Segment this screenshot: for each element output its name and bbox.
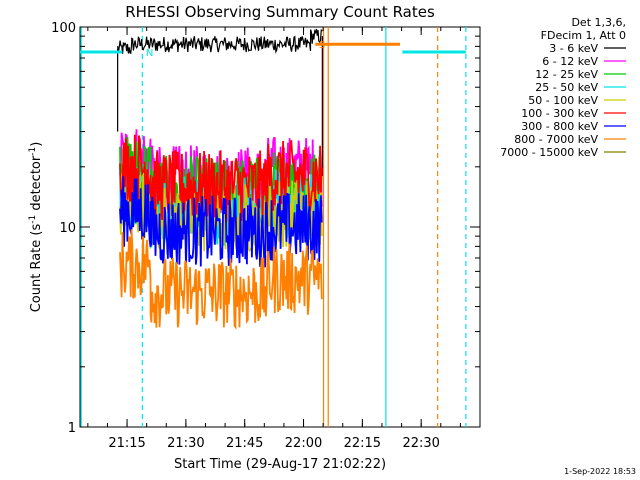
vertical-markers [80, 27, 467, 427]
y-axis-label-main: Count Rate (s [29, 224, 44, 313]
legend-entry-4: 25 - 50 keV [535, 81, 598, 94]
y-axis-label-sup2: -1 [28, 147, 38, 156]
chart-title: RHESSI Observing Summary Count Rates [125, 3, 435, 21]
legend-entry-6: 100 - 300 keV [521, 107, 598, 120]
y-tick-label-1: 100 [51, 21, 76, 36]
x-tick-label-6: 22:30 [402, 436, 439, 451]
legend-entry-1: 3 - 6 keV [549, 42, 598, 55]
legend-entry-7: 300 - 800 keV [521, 120, 598, 133]
annotation-1: N [146, 48, 153, 59]
legend-entry-9: 7000 - 15000 keV [500, 146, 598, 159]
x-tick-label-3: 21:45 [226, 436, 263, 451]
y-tick-label-2: 10 [59, 221, 76, 236]
footer-timestamp: 1-Sep-2022 18:53 [564, 467, 636, 476]
series-line-1 [117, 28, 323, 55]
annotation-2: S [319, 40, 325, 51]
x-tick-label-5: 22:15 [344, 436, 381, 451]
series-lines [117, 28, 323, 331]
x-axis-label: Start Time (29-Aug-17 21:02:22) [174, 457, 386, 472]
series-line-7 [119, 176, 323, 268]
legend-entry-5: 50 - 100 keV [528, 94, 598, 107]
x-tick-label-2: 21:30 [167, 436, 204, 451]
y-tick-label-3: 1 [68, 421, 76, 436]
legend-entry-3: 12 - 25 keV [535, 68, 598, 81]
legend-header-line-1: Det 1,3,6, [571, 16, 626, 29]
y-axis-ticks: 100 10 1 [51, 21, 480, 436]
series-line-8 [119, 229, 323, 331]
legend-entry-2: 6 - 12 keV [542, 55, 598, 68]
y-axis-label-sup1: -1 [28, 215, 38, 224]
x-tick-label-1: 21:15 [108, 436, 145, 451]
x-tick-label-4: 22:00 [285, 436, 322, 451]
series-line-2 [119, 129, 323, 217]
annotations: NS [146, 40, 325, 59]
y-axis-label-mid: detector [29, 155, 44, 215]
series-line-6 [119, 134, 323, 223]
y-axis-label-end: ) [29, 142, 44, 147]
legend-entry-8: 800 - 7000 keV [514, 133, 598, 146]
attenuator-bars [80, 42, 466, 54]
legend-header-line-2: FDecim 1, Att 0 [541, 29, 626, 42]
y-axis-label: Count Rate (s-1 detector-1) [28, 142, 44, 313]
x-axis-ticks: 21:15 21:30 21:45 22:00 22:15 22:30 [87, 27, 461, 451]
